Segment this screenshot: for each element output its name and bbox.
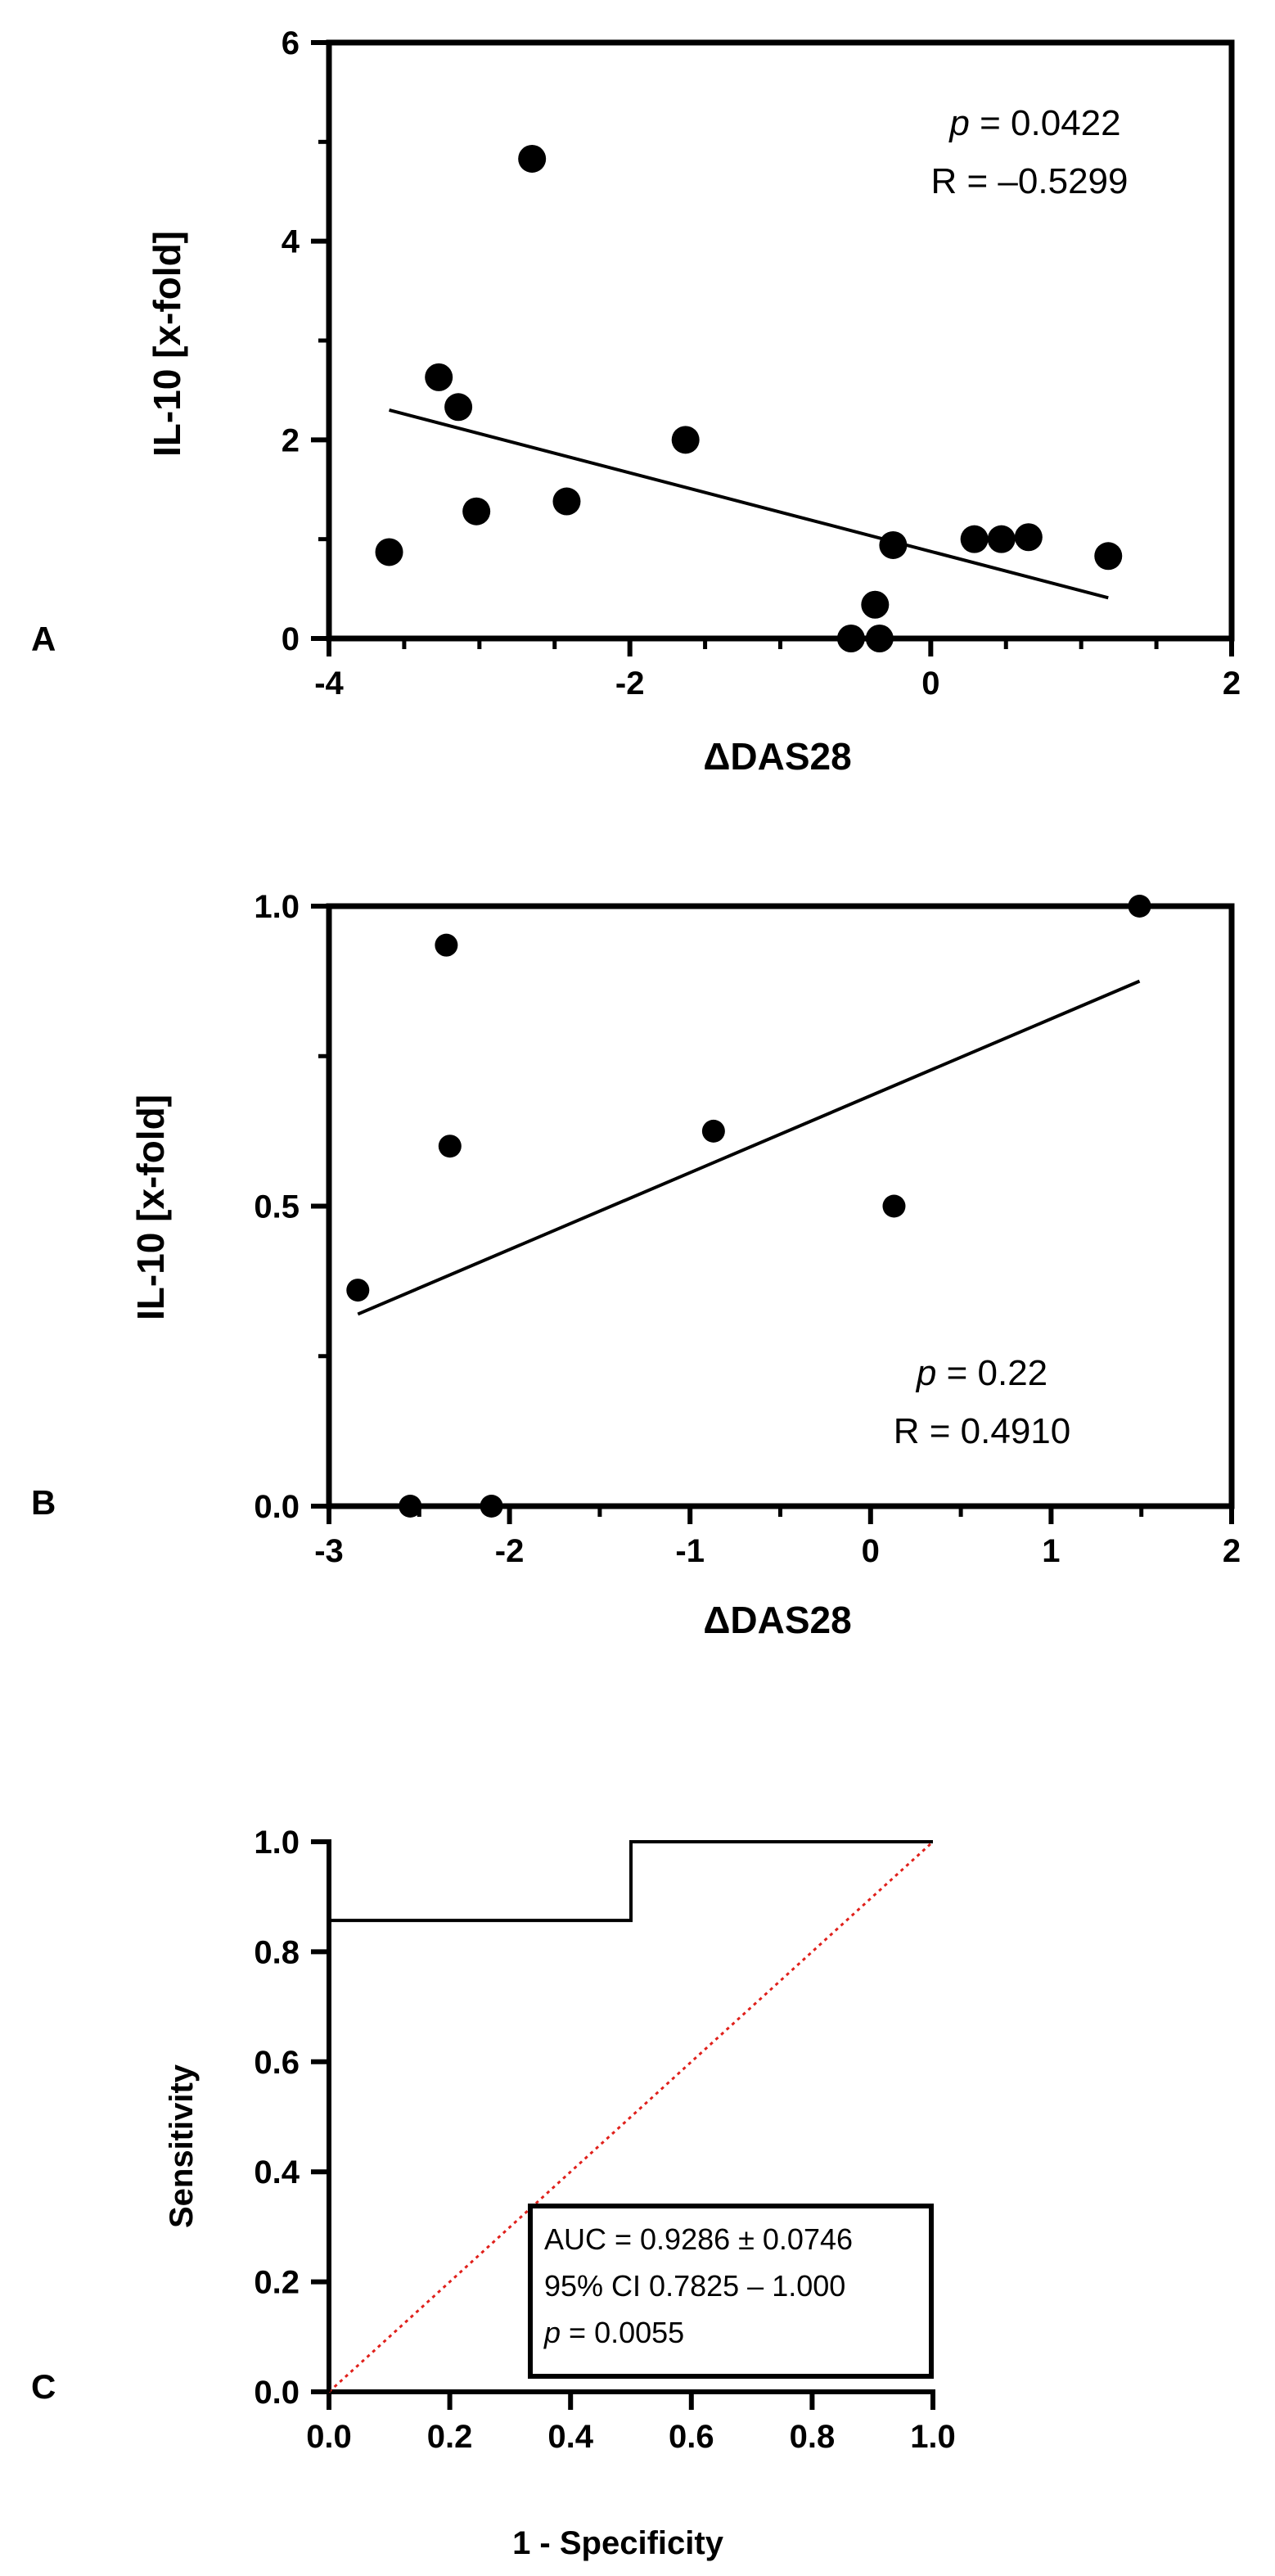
p-equals-c: = — [561, 2316, 594, 2349]
stat-p-b: p = 0.22 — [915, 1353, 1047, 1393]
x-tick-label-b: 2 — [1223, 1533, 1241, 1569]
legend-ci-c: 95% CI 0.7825 – 1.000 — [544, 2269, 845, 2303]
roc-curve-c — [327, 1840, 933, 2392]
data-point-a — [861, 590, 890, 619]
p-value-c: 0.0055 — [594, 2316, 684, 2349]
y-axis-title-a: IL-10 [x-fold] — [146, 231, 188, 457]
x-tick-label-b: 1 — [1042, 1533, 1060, 1569]
data-point-a — [987, 525, 1016, 553]
data-point-a — [879, 530, 908, 559]
stat-p-a: p = 0.0422 — [948, 103, 1120, 143]
y-tick-label-c: 1.0 — [254, 1825, 300, 1861]
y-tick-label-b: 1.0 — [254, 889, 300, 925]
y-tick-label-c: 0.4 — [254, 2154, 300, 2190]
data-point-b — [435, 933, 458, 957]
y-tick-label-c: 0.6 — [254, 2045, 300, 2081]
x-tick-label-c: 0.0 — [306, 2419, 352, 2455]
legend-box-c: AUC = 0.9286 ± 0.0746 95% CI 0.7825 – 1.… — [528, 2204, 934, 2379]
data-point-a — [375, 538, 403, 566]
p-value-b: 0.22 — [978, 1353, 1048, 1393]
x-tick-label-c: 0.6 — [669, 2419, 714, 2455]
data-point-b — [480, 1495, 503, 1518]
regression-line-a — [389, 408, 1109, 600]
data-point-a — [425, 363, 453, 391]
data-point-a — [671, 426, 700, 454]
x-axis-title-b: ΔDAS28 — [703, 1599, 851, 1641]
panel-letter-b: B — [31, 1483, 56, 1522]
x-tick-label-c: 0.2 — [427, 2419, 473, 2455]
data-point-b — [1128, 895, 1151, 918]
x-tick-label-a: 2 — [1223, 665, 1241, 702]
data-point-a — [518, 144, 547, 173]
p-equals-a: = — [970, 103, 1011, 143]
data-point-a — [444, 393, 473, 422]
data-point-a — [960, 525, 989, 553]
y-tick-label-c: 0.8 — [254, 1934, 300, 1970]
p-equals-b: = — [936, 1353, 977, 1393]
y-tick-label-a: 2 — [282, 422, 300, 458]
plot-a: -4 -2 0 2 0 2 4 6 — [282, 25, 1241, 702]
legend-auc-c: AUC = 0.9286 ± 0.0746 — [544, 2222, 853, 2256]
x-tick-label-b: 0 — [862, 1533, 880, 1569]
p-symbol-a: p — [948, 103, 969, 143]
p-symbol-c: p — [543, 2316, 561, 2349]
panel-letter-a: A — [31, 620, 56, 658]
y-tick-label-a: 4 — [282, 224, 300, 260]
data-point-b — [701, 1119, 725, 1143]
data-point-a — [552, 487, 581, 516]
panel-b: B IL-10 [x-fold] ΔDAS28 -3 -2 -1 0 1 2 0.0 0.5 1… — [31, 889, 1241, 1641]
plot-c: 0.0 0.2 0.4 0.6 0.8 1.0 0.0 0.2 0.4 0.6 0.8 1.0 — [254, 1825, 955, 2455]
data-point-b — [882, 1194, 906, 1218]
y-tick-label-c: 0.0 — [254, 2375, 300, 2411]
data-point-a — [1094, 542, 1123, 571]
data-point-a — [865, 625, 894, 652]
y-tick-label-b: 0.0 — [254, 1489, 300, 1525]
panel-letter-c: C — [31, 2367, 56, 2406]
y-tick-label-b: 0.5 — [254, 1189, 300, 1225]
data-point-a — [462, 497, 491, 526]
x-tick-label-c: 1.0 — [910, 2419, 956, 2455]
y-axis-title-b: IL-10 [x-fold] — [129, 1094, 172, 1320]
y-axis-title-c: Sensitivity — [164, 2064, 200, 2228]
stat-r-a: R = –0.5299 — [931, 161, 1129, 201]
x-tick-label-a: -2 — [615, 665, 645, 702]
plot-frame-b — [326, 903, 1235, 1509]
x-tick-label-b: -3 — [314, 1533, 344, 1569]
plot-b: -3 -2 -1 0 1 2 0.0 0.5 1.0 — [254, 889, 1241, 1569]
x-tick-label-c: 0.4 — [547, 2419, 593, 2455]
x-axis-title-a: ΔDAS28 — [703, 735, 851, 778]
x-tick-label-c: 0.8 — [790, 2419, 836, 2455]
stat-r-b: R = 0.4910 — [894, 1411, 1071, 1451]
data-point-a — [1014, 523, 1043, 552]
legend-p-c: p = 0.0055 — [543, 2316, 684, 2349]
y-tick-label-c: 0.2 — [254, 2265, 300, 2301]
x-tick-label-b: -2 — [495, 1533, 525, 1569]
y-tick-label-a: 0 — [282, 621, 300, 657]
x-tick-label-a: -4 — [314, 665, 344, 702]
y-tick-label-a: 6 — [282, 25, 300, 61]
p-value-a: 0.0422 — [1011, 103, 1121, 143]
data-point-b — [438, 1135, 462, 1158]
x-tick-label-b: -1 — [675, 1533, 705, 1569]
data-point-a — [836, 625, 865, 652]
p-symbol-b: p — [915, 1353, 936, 1393]
reference-diagonal-c — [327, 1840, 935, 2393]
x-axis-title-c: 1 - Specificity — [512, 2525, 724, 2561]
regression-line-b — [357, 979, 1141, 1316]
data-point-b — [399, 1495, 422, 1518]
x-tick-label-a: 0 — [921, 665, 939, 702]
legend-frame-c — [528, 2204, 934, 2379]
panel-c: C Sensitivity 1 - Specificity 0.0 0.2 0.4 0… — [31, 1825, 956, 2561]
panel-a: A IL-10 [x-fold] ΔDAS28 -4 -2 0 2 0 2 4 6 p = 0… — [31, 25, 1241, 778]
data-point-b — [346, 1279, 370, 1302]
